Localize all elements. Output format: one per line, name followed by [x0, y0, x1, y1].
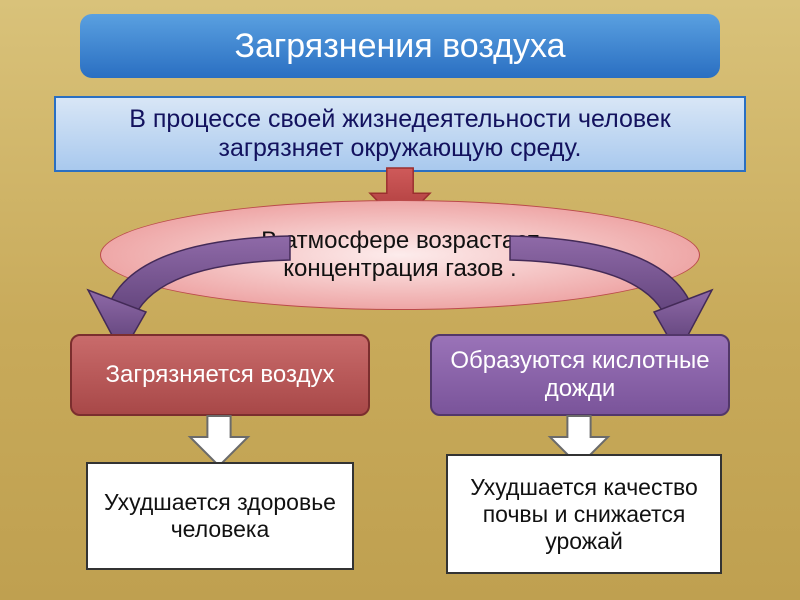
right-result-text: Ухудшается качество почвы и снижается ур… [460, 474, 708, 555]
left-effect-text: Загрязняется воздух [106, 361, 335, 389]
left-result-text: Ухудшается здоровье человека [100, 489, 340, 543]
subtitle-box: В процессе своей жизнедеятельности челов… [54, 96, 746, 172]
left-effect-box: Загрязняется воздух [70, 334, 370, 416]
title-box: Загрязнения воздуха [80, 14, 720, 78]
title-text: Загрязнения воздуха [234, 27, 565, 66]
right-effect-text: Образуются кислотные дожди [444, 347, 716, 403]
left-result-box: Ухудшается здоровье человека [86, 462, 354, 570]
right-result-box: Ухудшается качество почвы и снижается ур… [446, 454, 722, 574]
right-effect-box: Образуются кислотные дожди [430, 334, 730, 416]
arrow-down-left [190, 416, 248, 466]
subtitle-text: В процессе своей жизнедеятельности челов… [70, 105, 730, 163]
